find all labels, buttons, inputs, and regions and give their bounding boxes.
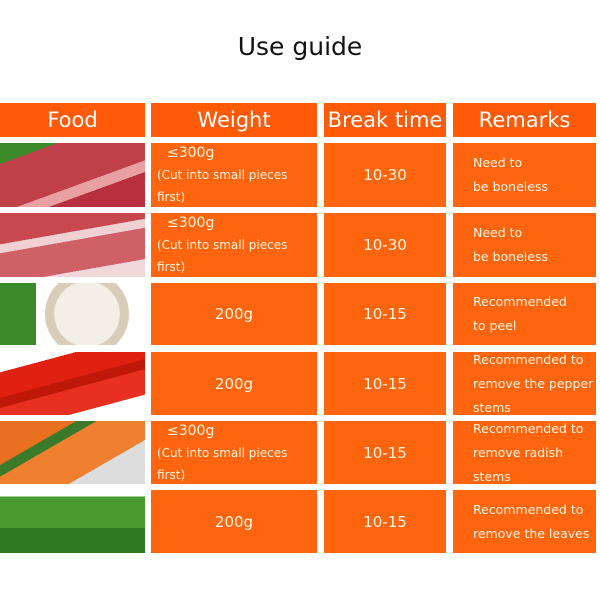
weight-note: (Cut into small pieces first) bbox=[157, 168, 288, 204]
remarks-line: Recommended to bbox=[473, 420, 584, 436]
remarks-cell: Need to be boneless bbox=[453, 213, 596, 277]
remarks-line: remove radish bbox=[473, 444, 564, 460]
weight-cell: ≤300g (Cut into small pieces first) bbox=[151, 421, 317, 484]
coriander-image bbox=[0, 490, 145, 553]
remarks-cell: Recommended to peel bbox=[453, 283, 596, 345]
remarks-line: Recommended to bbox=[473, 501, 584, 517]
break-time-cell: 10-15 bbox=[324, 490, 446, 553]
weight-cell: ≤300g (Cut into small pieces first) bbox=[151, 213, 317, 277]
weight-cell: 200g bbox=[151, 490, 317, 553]
weight-cell: 200g bbox=[151, 283, 317, 345]
break-time-value: 10-15 bbox=[363, 512, 407, 531]
remarks-line: stems bbox=[473, 468, 511, 484]
remarks-cell: Need to be boneless bbox=[453, 143, 596, 207]
weight-cell: 200g bbox=[151, 352, 317, 415]
header-food: Food bbox=[0, 103, 145, 137]
header-label: Remarks bbox=[478, 108, 571, 132]
weight-value: ≤300g bbox=[167, 145, 215, 161]
header-label: Food bbox=[47, 108, 98, 132]
garlic-image bbox=[0, 283, 145, 345]
beef-image bbox=[0, 143, 145, 207]
remarks-cell: Recommended to remove radish stems bbox=[453, 421, 596, 484]
remarks-line: Need to bbox=[473, 225, 523, 240]
header-label: Break time bbox=[327, 108, 443, 132]
weight-value: 200g bbox=[214, 305, 254, 323]
break-time-value: 10-15 bbox=[363, 443, 407, 462]
remarks-line: Recommended bbox=[473, 294, 567, 309]
remarks-cell: Recommended to remove the pepper stems bbox=[453, 352, 596, 415]
weight-value: ≤300g bbox=[167, 215, 215, 231]
break-time-cell: 10-15 bbox=[324, 421, 446, 484]
remarks-line: remove the leaves bbox=[473, 525, 590, 541]
break-time-cell: 10-15 bbox=[324, 283, 446, 345]
break-time-value: 10-30 bbox=[363, 166, 407, 184]
weight-cell: ≤300g (Cut into small pieces first) bbox=[151, 143, 317, 207]
break-time-value: 10-30 bbox=[363, 236, 407, 254]
break-time-cell: 10-15 bbox=[324, 352, 446, 415]
break-time-value: 10-15 bbox=[363, 374, 407, 393]
header-weight: Weight bbox=[151, 103, 317, 137]
weight-value: ≤300g bbox=[167, 422, 215, 439]
weight-value: 200g bbox=[214, 512, 254, 531]
remarks-line: remove the pepper bbox=[473, 375, 594, 391]
remarks-line: Recommended to bbox=[473, 351, 584, 367]
header-label: Weight bbox=[197, 108, 271, 132]
carrot-image bbox=[0, 421, 145, 484]
pork-image bbox=[0, 213, 145, 277]
page-title: Use guide bbox=[237, 32, 363, 61]
break-time-cell: 10-30 bbox=[324, 213, 446, 277]
weight-value: 200g bbox=[214, 374, 254, 393]
break-time-cell: 10-30 bbox=[324, 143, 446, 207]
break-time-value: 10-15 bbox=[363, 305, 407, 323]
pepper-image bbox=[0, 352, 145, 415]
header-remarks: Remarks bbox=[453, 103, 596, 137]
remarks-line: be boneless bbox=[473, 249, 548, 264]
weight-note: (Cut into small pieces first) bbox=[157, 445, 288, 482]
remarks-line: be boneless bbox=[473, 179, 548, 194]
remarks-line: stems bbox=[473, 399, 511, 415]
remarks-cell: Recommended to remove the leaves bbox=[453, 490, 596, 553]
header-break-time: Break time bbox=[324, 103, 446, 137]
remarks-line: to peel bbox=[473, 318, 517, 333]
remarks-line: Need to bbox=[473, 155, 523, 170]
weight-note: (Cut into small pieces first) bbox=[157, 238, 288, 274]
